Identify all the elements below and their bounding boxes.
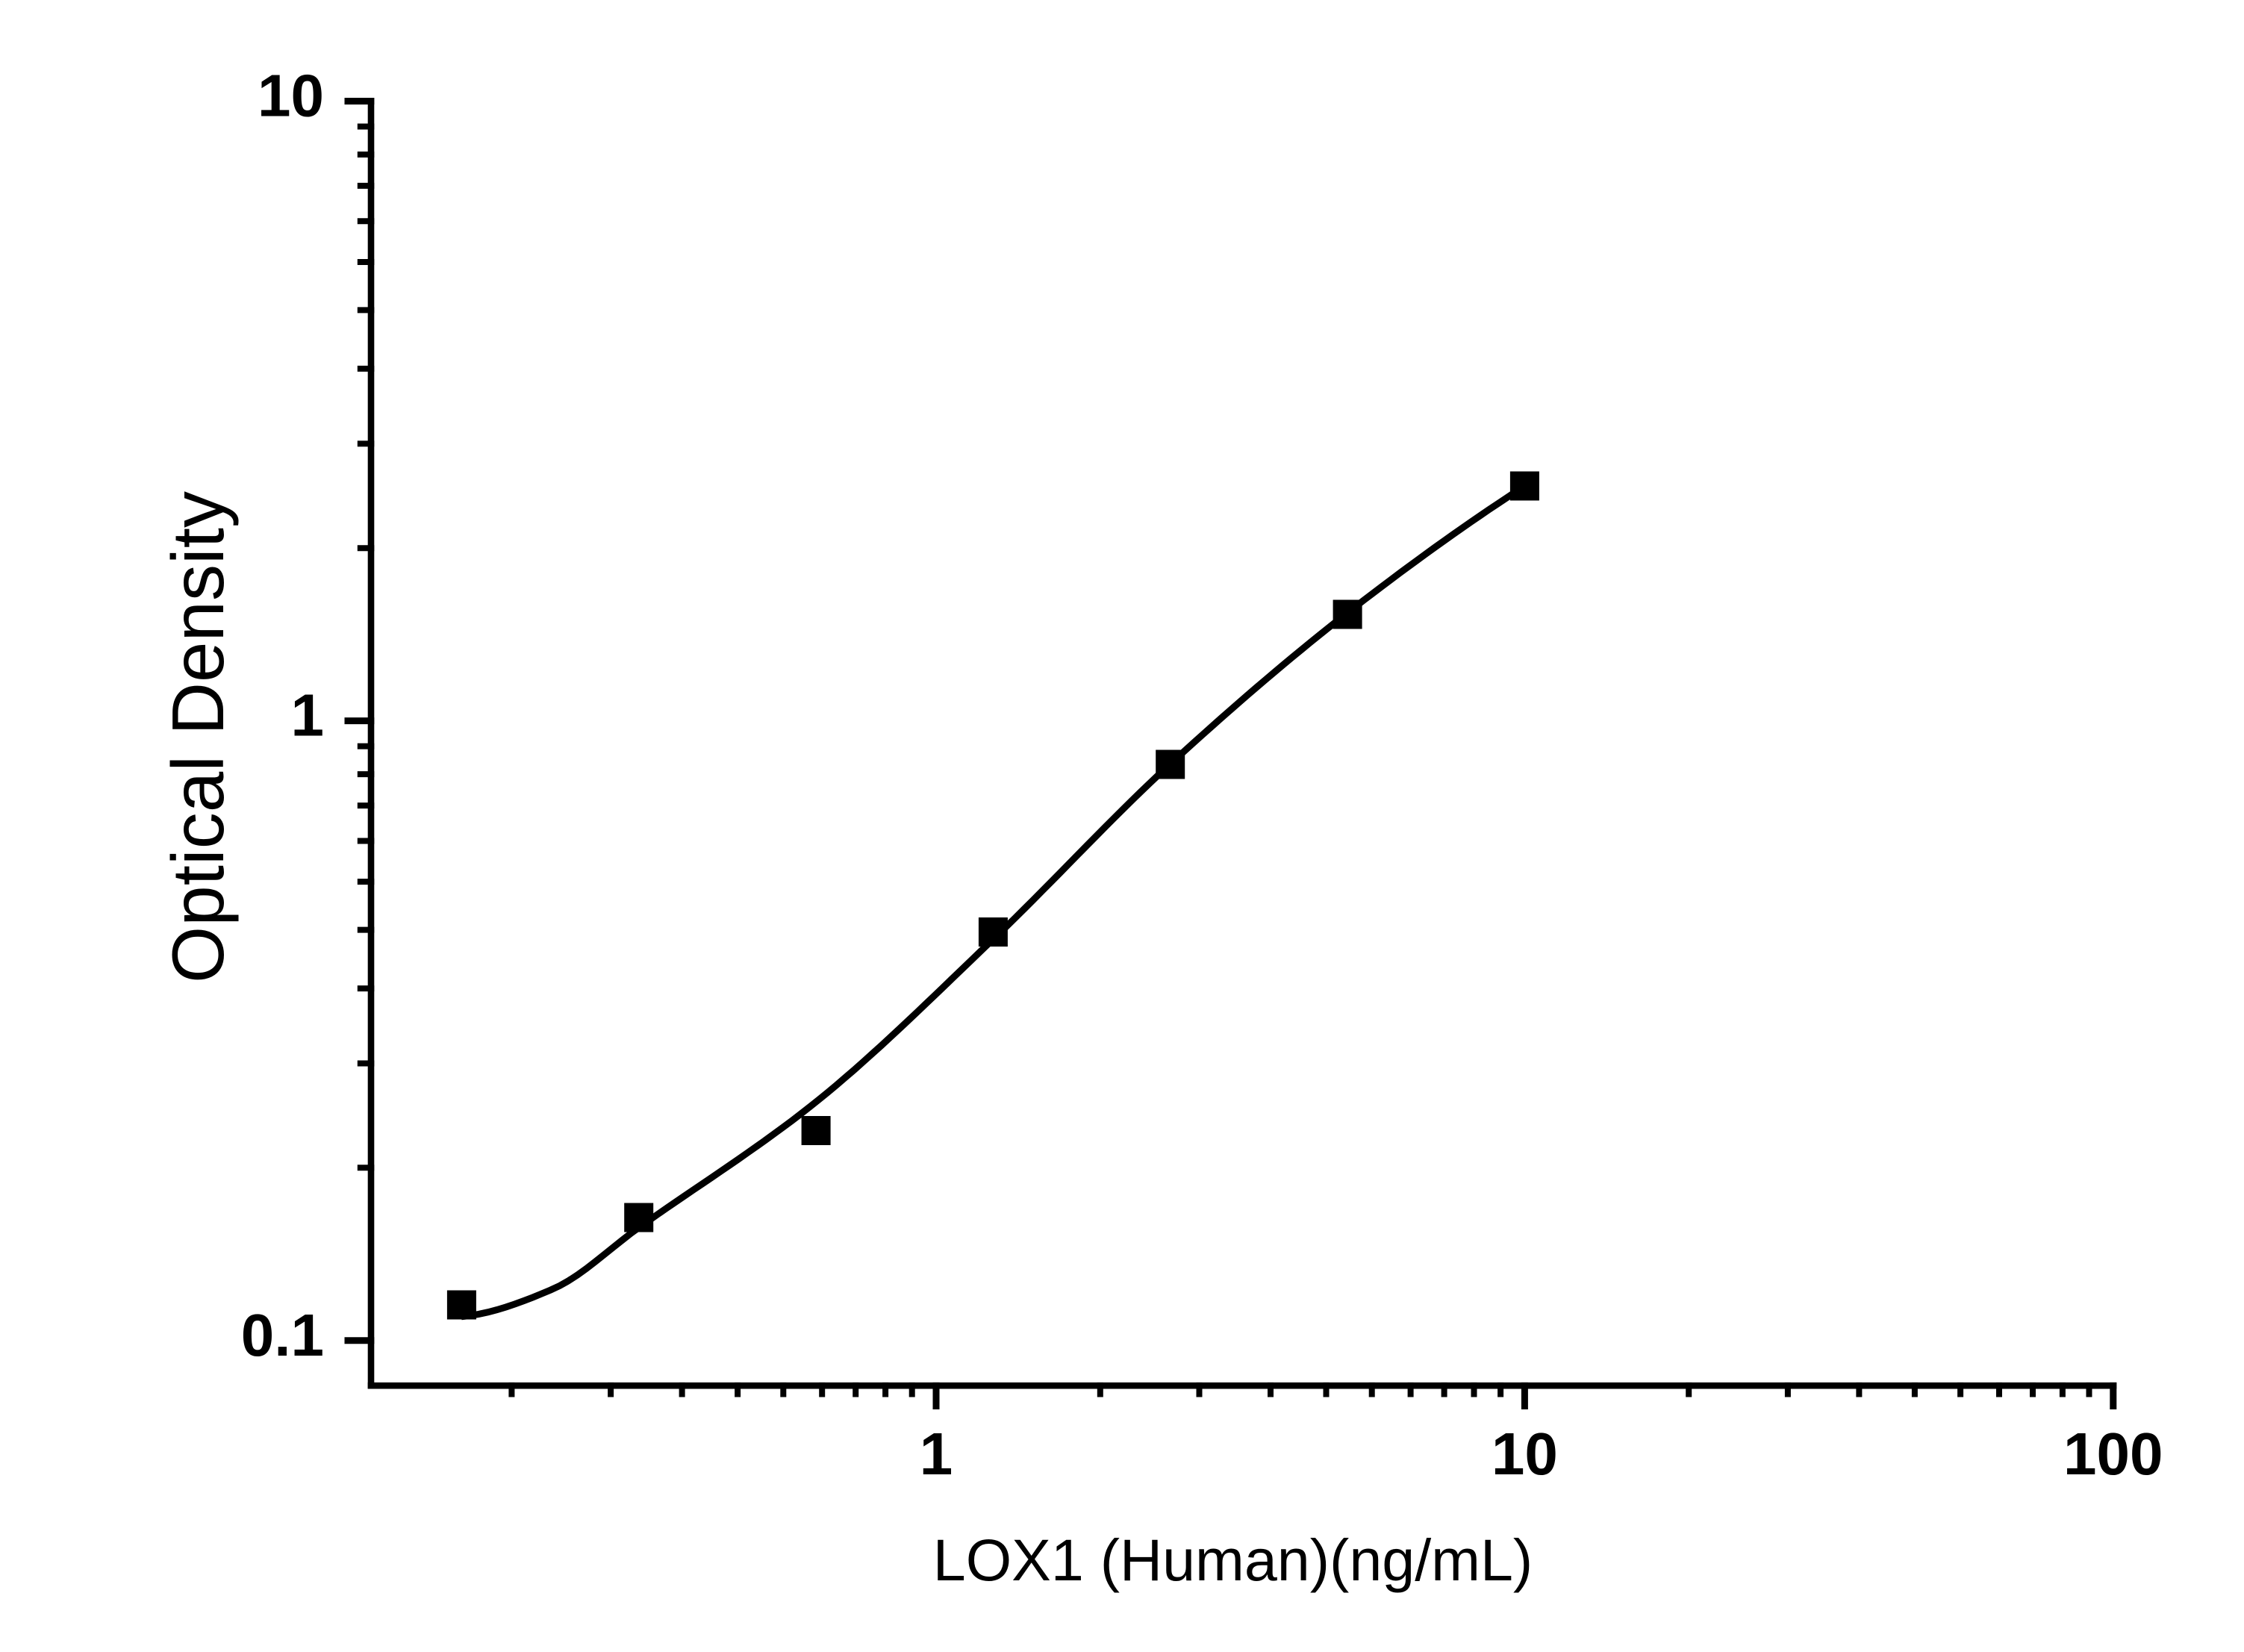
svg-text:100: 100 bbox=[2063, 1421, 2163, 1487]
svg-text:LOX1 (Human)(ng/mL): LOX1 (Human)(ng/mL) bbox=[933, 1527, 1533, 1593]
svg-text:1: 1 bbox=[920, 1421, 953, 1487]
svg-text:0.1: 0.1 bbox=[241, 1302, 324, 1368]
svg-text:1: 1 bbox=[291, 682, 325, 749]
svg-text:10: 10 bbox=[1492, 1421, 1558, 1487]
svg-text:10: 10 bbox=[258, 63, 324, 129]
svg-text:Optical Density: Optical Density bbox=[157, 491, 239, 983]
